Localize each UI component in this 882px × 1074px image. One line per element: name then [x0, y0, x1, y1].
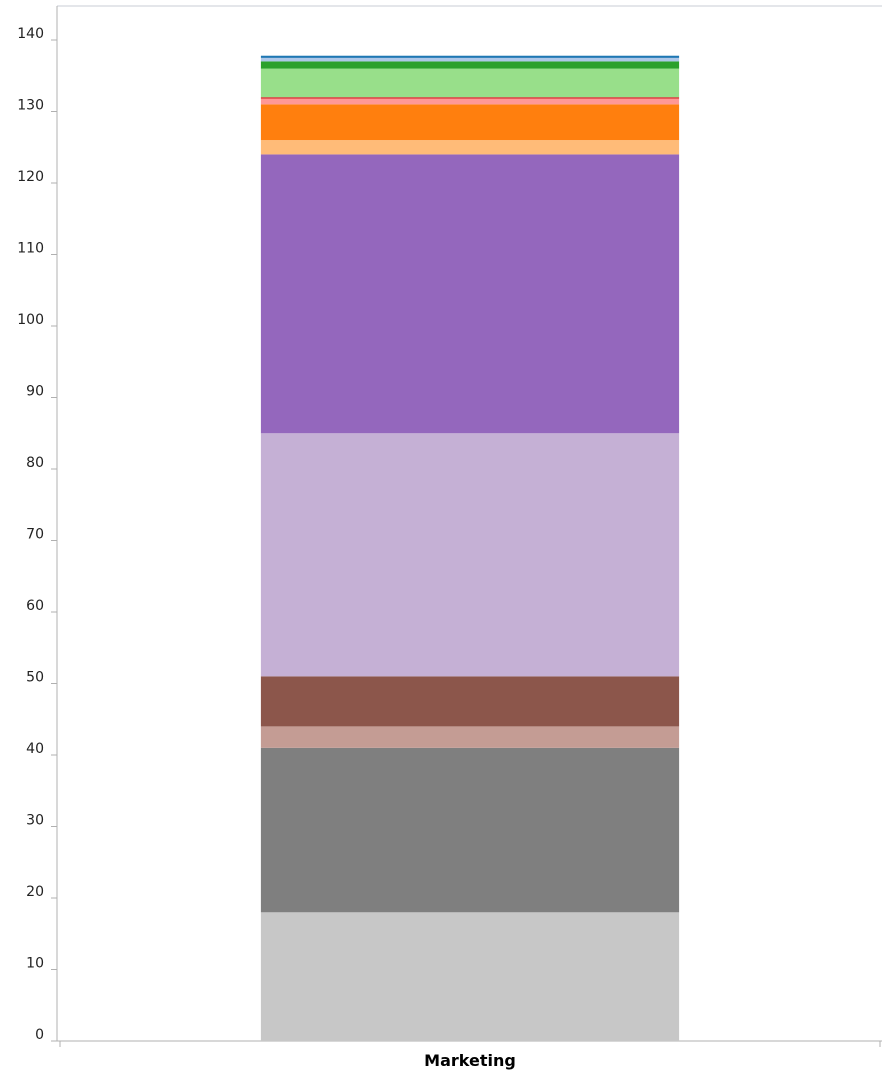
bar-segment	[260, 104, 680, 141]
bar-segment	[260, 154, 680, 434]
y-tick-label: 110	[17, 241, 44, 257]
x-axis-labels: Marketing	[424, 1051, 516, 1070]
bar-segment	[260, 676, 680, 727]
y-tick-label: 30	[26, 813, 44, 829]
y-axis-ticks: 0 10 20 30 40 50 60 70 80 90 100 110 120 130 140	[17, 26, 57, 1043]
y-tick-label: 0	[35, 1027, 44, 1043]
y-tick-label: 140	[17, 26, 44, 42]
bar-segment	[260, 140, 680, 155]
y-tick-label: 50	[26, 670, 44, 686]
y-tick-label: 20	[26, 884, 44, 900]
y-tick-label: 120	[17, 169, 44, 185]
bar-segment	[260, 57, 680, 62]
y-tick-label: 60	[26, 598, 44, 614]
bar-segment	[260, 433, 680, 677]
y-tick-label: 10	[26, 956, 44, 972]
bar-segment	[260, 55, 680, 58]
bar-segment	[260, 61, 680, 69]
bar-segment	[260, 97, 680, 99]
y-tick-label: 70	[26, 527, 44, 543]
y-tick-label: 90	[26, 384, 44, 400]
bar-segment	[260, 726, 680, 748]
y-tick-label: 100	[17, 312, 44, 328]
y-tick-label: 40	[26, 741, 44, 757]
bar-segment	[260, 912, 680, 1041]
bar-segment	[260, 747, 680, 913]
y-tick-label: 130	[17, 98, 44, 114]
x-category-label: Marketing	[424, 1051, 516, 1070]
bar-segment	[260, 98, 680, 105]
y-tick-label: 80	[26, 455, 44, 471]
bar-segments	[260, 55, 680, 1041]
bar-segment	[260, 68, 680, 98]
